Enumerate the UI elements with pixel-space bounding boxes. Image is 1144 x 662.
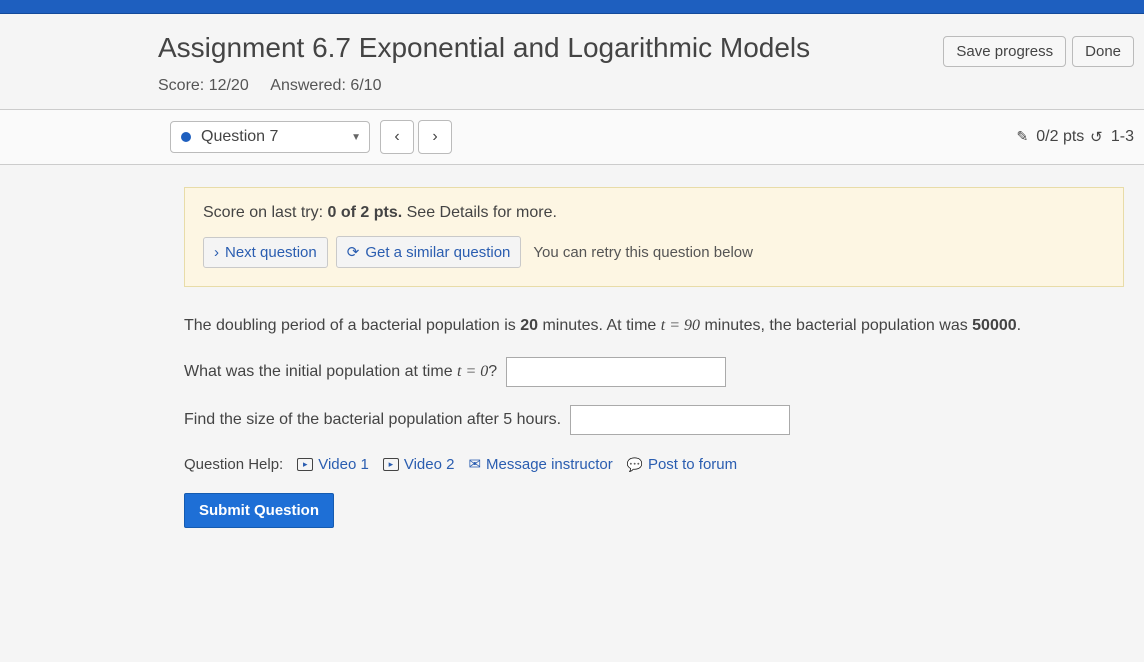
caret-down-icon: ▼ — [351, 132, 361, 143]
initial-population-input[interactable] — [506, 357, 726, 387]
video2-link[interactable]: ▸ Video 2 — [383, 453, 455, 477]
edit-icon — [1017, 128, 1031, 146]
help-label: Question Help: — [184, 453, 283, 477]
done-button[interactable]: Done — [1072, 36, 1134, 67]
video1-link[interactable]: ▸ Video 1 — [297, 453, 369, 477]
alert-suffix: See Details for more. — [402, 204, 557, 221]
score-alert: Score on last try: 0 of 2 pts. See Detai… — [184, 187, 1124, 287]
save-progress-button[interactable]: Save progress — [943, 36, 1066, 67]
alert-prefix: Score on last try: — [203, 204, 328, 221]
question-part-1: What was the initial population at time … — [184, 357, 1124, 387]
score-label: Score: 12/20 — [158, 77, 249, 94]
attempts-text: 1-3 — [1111, 128, 1134, 146]
forum-label: Post to forum — [648, 453, 737, 477]
video2-label: Video 2 — [404, 453, 455, 477]
next-question-label: Next question — [225, 244, 317, 261]
question-intro: The doubling period of a bacterial popul… — [184, 313, 1124, 339]
question-part-2: Find the size of the bacterial populatio… — [184, 405, 1124, 435]
submit-question-button[interactable]: Submit Question — [184, 493, 334, 528]
prev-question-button[interactable]: ‹ — [380, 120, 414, 154]
mail-icon — [468, 453, 481, 477]
similar-question-link[interactable]: ⟳ Get a similar question — [336, 236, 522, 268]
refresh-icon: ⟳ — [347, 243, 360, 261]
points-info: 0/2 pts 1-3 — [1017, 128, 1134, 147]
next-question-link[interactable]: › Next question — [203, 237, 328, 268]
points-text: 0/2 pts — [1036, 128, 1084, 146]
retry-note: You can retry this question below — [533, 244, 753, 261]
population-5h-input[interactable] — [570, 405, 790, 435]
assignment-title: Assignment 6.7 Exponential and Logarithm… — [158, 32, 810, 64]
score-line: Score: 12/20 Answered: 6/10 — [0, 73, 1144, 109]
similar-question-label: Get a similar question — [365, 244, 510, 261]
current-question-label: Question 7 — [201, 128, 278, 146]
question-selector[interactable]: Question 7 ▼ — [170, 121, 370, 153]
message-label: Message instructor — [486, 453, 613, 477]
chevron-right-icon: › — [214, 244, 219, 261]
video1-label: Video 1 — [318, 453, 369, 477]
message-instructor-link[interactable]: Message instructor — [468, 453, 612, 477]
next-question-button[interactable]: › — [418, 120, 452, 154]
top-banner — [0, 0, 1144, 14]
retry-icon — [1090, 128, 1105, 147]
chat-icon — [627, 453, 643, 477]
answered-label: Answered: 6/10 — [270, 77, 381, 94]
video-icon: ▸ — [297, 458, 313, 471]
status-dot-icon — [181, 132, 191, 142]
post-forum-link[interactable]: Post to forum — [627, 453, 737, 477]
video-icon: ▸ — [383, 458, 399, 471]
alert-score: 0 of 2 pts. — [328, 204, 403, 221]
